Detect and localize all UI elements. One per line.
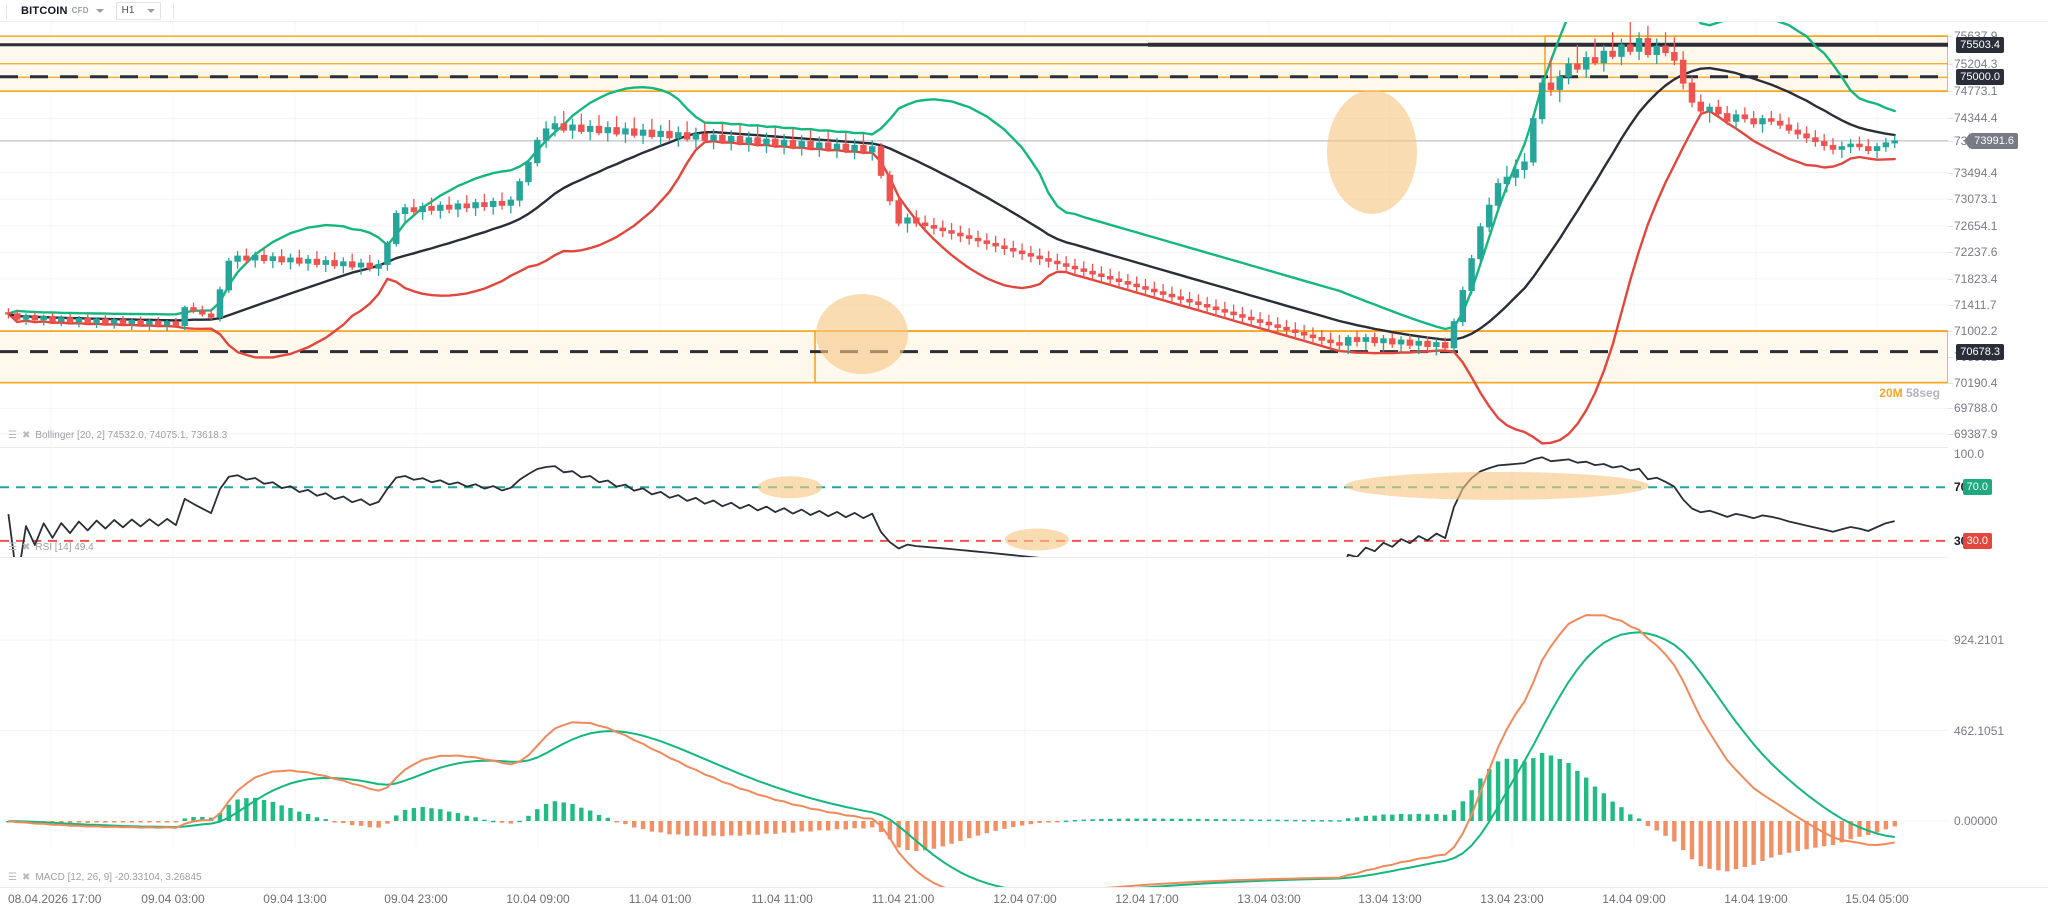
bollinger-legend-text: Bollinger [20, 2] 74532.0, 74075.1, 7361… [35,430,228,441]
price-axis[interactable]: 75637.975204.374773.174344.473991.673494… [1948,22,2048,447]
price-axis-tick-mark [1948,433,1953,435]
price-axis-tick: 74773.1 [1954,84,1998,99]
price-level-tag[interactable]: 73991.6 [1970,132,2018,149]
rsi-legend[interactable]: ☰ ✖ RSI [14] 49.4 [8,542,94,553]
macd-axis-tick: 462.1051 [1954,723,2005,738]
price-axis-tick: 71823.4 [1954,271,1998,286]
price-axis-tick-mark [1948,252,1953,254]
price-candlestick-svg [0,22,1948,447]
timeframe-selector[interactable]: H1 [115,1,162,20]
time-axis-tick: 12.04 17:00 [1115,892,1179,906]
time-axis-tick: 12.04 07:00 [993,892,1057,906]
price-axis-tick-mark [1948,331,1953,333]
rsi-legend-text: RSI [14] 49.4 [35,542,94,553]
price-axis-tick: 69387.9 [1954,426,1998,441]
macd-axis-tick: 0.00000 [1954,814,1998,828]
price-panel: 75637.975204.374773.174344.473991.673494… [0,22,2048,447]
time-axis-tick: 09.04 03:00 [141,892,205,906]
price-axis-tick: 75204.3 [1954,56,1998,71]
price-axis-tick: 70190.4 [1954,375,1998,390]
macd-svg [0,557,1948,887]
price-axis-tick: 71002.2 [1954,324,1998,339]
time-axis-tick: 14.04 19:00 [1724,892,1788,906]
price-axis-tick-mark [1948,140,1953,142]
rsi-svg [0,447,1948,557]
time-axis-tick: 15.04 05:00 [1845,892,1909,906]
price-axis-tick-mark [1948,118,1953,120]
time-axis-tick: 13.04 03:00 [1237,892,1301,906]
toolbar-divider [6,2,7,19]
bollinger-legend[interactable]: ☰ ✖ Bollinger [20, 2] 74532.0, 74075.1, … [8,430,227,441]
rsi-plot-area[interactable] [0,447,1948,557]
time-axis-tick: 09.04 13:00 [263,892,327,906]
price-level-tag[interactable]: 70678.3 [1956,343,2004,360]
macd-legend[interactable]: ☰ ✖ MACD [12, 26, 9] -20.33104, 3.26845 [8,872,202,883]
chevron-down-icon[interactable] [95,8,104,13]
rsi-axis-tick: 100.0 [1954,447,1985,461]
close-icon[interactable]: ✖ [21,871,31,883]
price-axis-tick: 73494.4 [1954,165,1998,180]
symbol-name: BITCOIN [21,4,68,17]
rsi-panel: 100.070.030.070.030.0 ☰ ✖ RSI [14] 49.4 [0,447,2048,557]
price-axis-tick-mark [1948,382,1953,384]
panel-divider[interactable] [0,557,2048,558]
timeframe-label: H1 [121,5,135,16]
price-level-tag[interactable]: 75000.0 [1956,68,2004,85]
price-axis-tick-mark [1948,408,1953,410]
price-level-tag[interactable]: 75503.4 [1956,36,2004,53]
rsi-axis[interactable]: 100.070.030.070.030.0 [1948,447,2048,557]
toolbar-divider [173,2,175,19]
price-axis-tick-mark [1948,36,1953,38]
layers-icon[interactable]: ☰ [8,871,17,883]
time-axis[interactable]: 08.04.2026 17:00 09.04 03:00 09.04 13:00 09… [0,887,2048,911]
price-axis-tick-mark [1948,356,1953,358]
time-axis-tick: 08.04.2026 17:00 [8,892,102,906]
countdown-seconds: 58seg [1905,386,1940,401]
rsi-level-tag[interactable]: 70.0 [1962,479,1992,496]
time-axis-tick: 13.04 13:00 [1358,892,1422,906]
macd-axis-tick: 924.2101 [1954,633,2005,648]
time-axis-tick: 09.04 23:00 [384,892,448,906]
price-axis-tick: 71411.7 [1954,298,1997,312]
close-icon[interactable]: ✖ [21,541,31,553]
time-axis-tick: 14.04 09:00 [1602,892,1666,906]
price-axis-tick-mark [1948,63,1953,65]
price-axis-tick-mark [1948,278,1953,280]
rsi-level-tag[interactable]: 30.0 [1962,532,1992,549]
top-toolbar: BITCOIN CFD H1 [0,0,2048,22]
price-plot-area[interactable] [0,22,1948,447]
price-axis-tick-mark [1948,199,1953,201]
symbol-kind: CFD [71,6,89,15]
symbol-selector[interactable]: BITCOIN CFD [13,5,104,17]
time-axis-tick: 10.04 09:00 [506,892,570,906]
layers-icon[interactable]: ☰ [8,429,17,441]
price-axis-tick: 72237.6 [1954,245,1998,260]
price-axis-tick-mark [1948,172,1953,174]
time-axis-tick: 11.04 11:00 [751,892,813,906]
time-axis-tick: 11.04 01:00 [628,892,692,906]
macd-legend-text: MACD [12, 26, 9] -20.33104, 3.26845 [35,872,202,883]
time-axis-tick: 11.04 21:00 [871,892,935,906]
close-icon[interactable]: ✖ [21,429,31,441]
price-axis-tick-mark [1948,305,1953,306]
price-axis-tick: 74344.4 [1954,111,1998,126]
price-axis-tick: 69788.0 [1954,401,1998,416]
price-axis-tick: 72654.1 [1954,218,1998,233]
macd-plot-area[interactable] [0,557,1948,887]
chevron-down-icon[interactable] [147,8,156,13]
macd-panel: 924.2101462.10510.00000-462.105-924.210 … [0,557,2048,911]
price-axis-tick-mark [1948,225,1953,227]
bar-countdown-timer: 20M 58seg [1879,386,1940,400]
countdown-minutes: 20M [1879,386,1903,401]
panel-divider[interactable] [0,447,2048,448]
layers-icon[interactable]: ☰ [8,541,17,553]
price-axis-tick-mark [1948,91,1953,93]
price-axis-tick: 73073.1 [1954,192,1998,207]
time-axis-tick: 13.04 23:00 [1480,892,1544,906]
